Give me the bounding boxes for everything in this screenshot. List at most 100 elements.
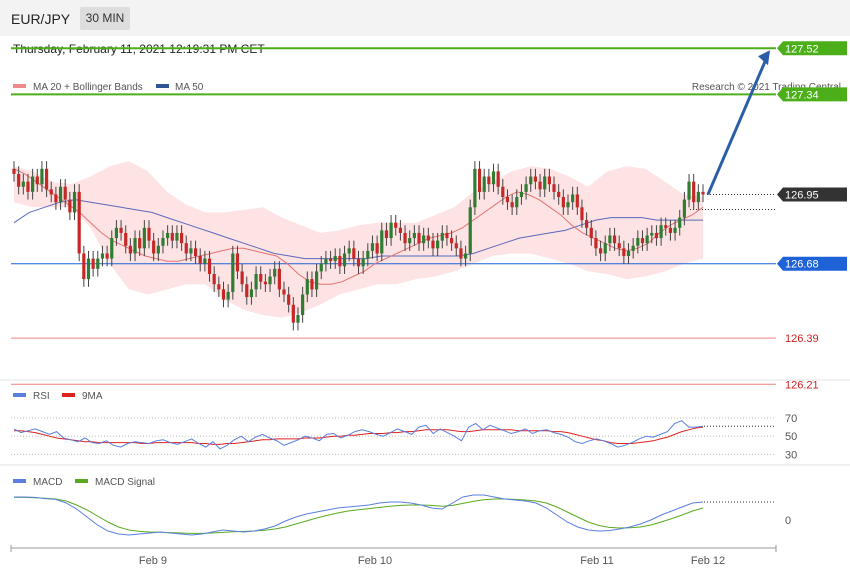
candle-body xyxy=(203,258,207,264)
candle-body xyxy=(128,245,132,254)
x-tick-label: Feb 10 xyxy=(358,555,392,567)
macd-line xyxy=(14,494,704,536)
candle-body xyxy=(585,220,589,228)
pivot-price-label: 126.68 xyxy=(785,259,819,271)
rsi-line xyxy=(13,420,704,450)
candle-body xyxy=(58,186,63,203)
candle-body xyxy=(77,191,81,254)
candle-body xyxy=(412,232,416,239)
candle-body xyxy=(63,186,67,200)
candle-body xyxy=(249,289,254,298)
candle-body xyxy=(612,235,617,244)
candle-body xyxy=(273,268,277,277)
candle-body xyxy=(235,253,240,272)
candle-body xyxy=(403,232,407,244)
candle-body xyxy=(533,176,538,182)
candle-body xyxy=(491,171,496,185)
candle-body xyxy=(72,191,77,213)
macd-signal-legend-label: MACD Signal xyxy=(95,477,155,488)
candle-body xyxy=(133,238,137,254)
candle-body xyxy=(114,227,119,239)
candle-body xyxy=(626,250,631,257)
candle-body xyxy=(440,232,444,241)
support-price-label: 126.39 xyxy=(785,333,819,345)
candle-body xyxy=(184,243,188,254)
candle-body xyxy=(207,258,212,274)
rsi-y-tick-label: 30 xyxy=(785,449,797,461)
candle-body xyxy=(152,240,156,254)
candle-body xyxy=(463,253,468,259)
symbol-label: EUR/JPY xyxy=(11,11,71,27)
candle-body xyxy=(198,256,202,264)
candle-body xyxy=(426,235,430,241)
ma20-legend-swatch xyxy=(13,84,26,88)
rsi-panel: 70 50 30 xyxy=(11,413,797,461)
candle-body xyxy=(282,289,286,295)
forecast-arrow-head xyxy=(758,50,770,66)
candle-body xyxy=(352,248,356,259)
candle-body xyxy=(398,227,402,233)
candle-body xyxy=(561,197,565,208)
macd-signal-line xyxy=(14,496,704,534)
candle-body xyxy=(217,284,221,290)
candle-body xyxy=(161,238,165,246)
candle-body xyxy=(631,245,635,251)
pivot-price-tag xyxy=(777,256,847,271)
candle-body xyxy=(17,173,21,187)
candle-body xyxy=(263,281,267,285)
macd-signal-legend-swatch xyxy=(75,479,88,483)
candle-body xyxy=(668,227,673,233)
candle-body xyxy=(21,181,25,187)
candle-body xyxy=(594,238,598,249)
candle-body xyxy=(40,168,44,185)
candle-body xyxy=(394,222,398,228)
ma20-legend-label: MA 20 + Bollinger Bands xyxy=(33,82,143,93)
candle-body xyxy=(296,315,300,323)
candle-body xyxy=(49,189,53,195)
candle-body xyxy=(529,176,533,185)
macd-y-tick-label: 0 xyxy=(785,515,791,527)
candle-body xyxy=(510,202,514,208)
candle-body xyxy=(692,181,696,203)
candle-body xyxy=(166,232,170,239)
candle-body xyxy=(277,268,281,290)
candle-body xyxy=(636,238,640,246)
candle-body xyxy=(496,171,500,187)
candle-body xyxy=(240,271,244,285)
candle-body xyxy=(557,191,561,198)
candle-body xyxy=(608,235,612,244)
timeframe-badge[interactable]: 30 MIN xyxy=(80,7,130,30)
candle-body xyxy=(193,248,198,257)
top-bar: EUR/JPY 30 MIN xyxy=(0,0,850,36)
candle-body xyxy=(501,186,505,198)
rsi-y-tick-label: 70 xyxy=(785,413,797,425)
candle-body xyxy=(450,238,454,244)
candle-body xyxy=(35,176,39,185)
candle-body xyxy=(100,253,105,259)
candle-body xyxy=(366,250,370,259)
candle-body xyxy=(91,258,95,269)
candle-body xyxy=(189,248,193,254)
candle-body xyxy=(571,194,575,203)
candle-body xyxy=(142,227,146,249)
ma50-legend-label: MA 50 xyxy=(175,82,204,93)
resistance-price-tag xyxy=(777,41,847,56)
macd-legend-swatch xyxy=(13,479,26,483)
resistance-price-label: 127.34 xyxy=(785,89,819,101)
rsi-y-tick-label: 50 xyxy=(785,431,797,443)
candle-body xyxy=(696,191,700,203)
candle-body xyxy=(422,235,426,244)
ma50-legend-swatch xyxy=(156,84,169,88)
candle-body xyxy=(682,199,686,218)
candle-body xyxy=(147,227,151,241)
candle-body xyxy=(473,168,477,208)
rsi-ma-legend-swatch xyxy=(62,393,75,397)
candle-body xyxy=(678,217,682,228)
candle-body xyxy=(342,253,347,267)
rsi-legend-label: RSI xyxy=(33,391,50,402)
candle-body xyxy=(86,258,91,280)
candle-body xyxy=(268,276,272,285)
candle-body xyxy=(12,168,16,174)
current-price-label: 126.95 xyxy=(785,189,819,201)
candle-body xyxy=(221,289,226,300)
